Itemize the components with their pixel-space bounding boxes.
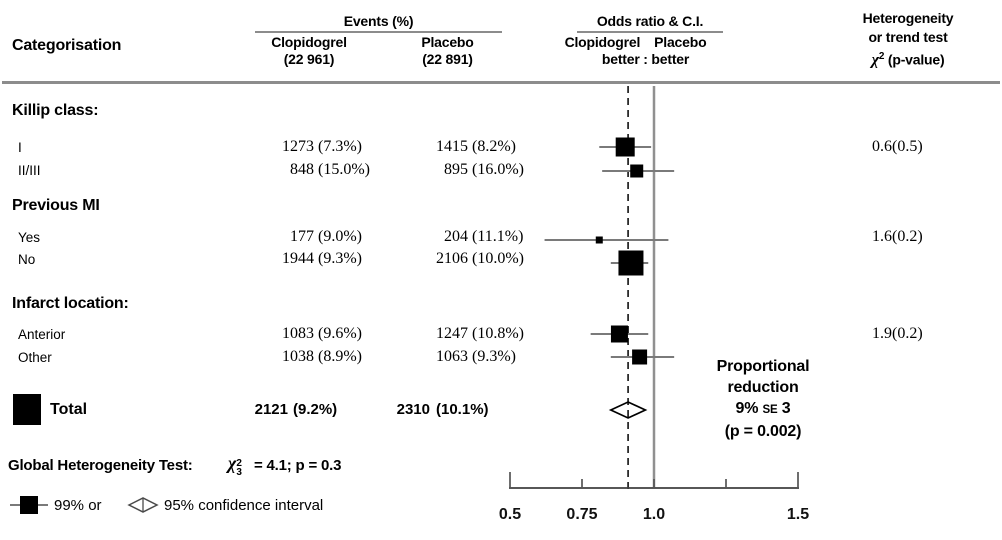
x-axis-tick-label-1.5: 1.5 — [787, 506, 809, 523]
cell-het-test-killip: 0.6(0.5) — [872, 138, 923, 155]
total-placebo-count: 2310 — [396, 401, 430, 418]
total-square-marker-icon — [13, 394, 41, 425]
cell-placebo-pct: (16.0%) — [472, 161, 524, 178]
placebo-label: Placebo — [421, 34, 474, 50]
row-label-prev-mi-yes: Yes — [18, 230, 41, 245]
chi-symbol: χ — [228, 453, 237, 473]
cell-clopidogrel-pct: (7.3%) — [318, 138, 362, 155]
legend-95pct-label: 95% confidence interval — [164, 497, 324, 514]
legend-square-marker-icon — [20, 496, 38, 514]
global-het-test-result: = 4.1; p = 0.3 — [254, 457, 342, 474]
odds-ratio-underline — [577, 31, 723, 33]
total-clopidogrel-count: 2121 — [254, 401, 288, 418]
or-col-placebo: Placebo — [654, 34, 707, 50]
row-label-prev-mi-no: No — [18, 252, 36, 267]
row-label-killip-ii-iii: II/III — [18, 163, 41, 178]
x-axis-tick-label-0.5: 0.5 — [499, 506, 521, 523]
cell-clopidogrel-count: 1944 — [282, 250, 314, 267]
or-square-marker-anterior — [610, 325, 628, 343]
column-header-odds-ratio: Odds ratio & C.I. — [596, 13, 704, 29]
cell-clopidogrel-count: 848 — [290, 161, 314, 178]
cell-placebo-pct: (8.2%) — [472, 138, 516, 155]
cell-placebo-count: 1415 — [436, 138, 468, 155]
het-line3: χ2 (p-value) — [871, 51, 945, 69]
cell-placebo-count: 204 — [444, 228, 468, 245]
section-label-previous-mi: Previous MI — [12, 197, 100, 214]
or-col-clopidogrel: Clopidogrel — [564, 34, 641, 50]
cell-placebo-count: 895 — [444, 161, 468, 178]
column-header-categorisation: Categorisation — [12, 37, 122, 54]
column-header-heterogeneity: Heterogeneity or trend test χ2 (p-value) — [828, 9, 988, 70]
cell-clopidogrel-pct: (8.9%) — [318, 348, 362, 365]
row-label-other: Other — [18, 350, 52, 365]
events-group-underline — [255, 31, 502, 33]
or-square-marker-killip_ii_iii — [630, 164, 644, 178]
clopidogrel-n: (22 961) — [283, 51, 335, 67]
clopidogrel-label: Clopidogrel — [271, 34, 347, 50]
cell-clopidogrel-pct: (15.0%) — [318, 161, 370, 178]
or-square-marker-prev_mi_no — [618, 250, 644, 276]
placebo-n: (22 891) — [422, 51, 473, 67]
cell-placebo-pct: (10.8%) — [472, 325, 524, 342]
cell-het-test-infarct: 1.9(0.2) — [872, 325, 923, 342]
total-clopidogrel-pct: (9.2%) — [293, 401, 338, 418]
cell-clopidogrel-count: 1273 — [282, 138, 314, 155]
column-header-events-group: Events (%) — [343, 13, 414, 29]
cell-clopidogrel-pct: (9.3%) — [318, 250, 362, 267]
x-axis-tick-label-0.75: 0.75 — [566, 506, 597, 523]
row-label-killip-i: I — [18, 140, 22, 155]
cell-placebo-count: 1247 — [436, 325, 468, 342]
total-placebo-pct: (10.1%) — [436, 401, 489, 418]
cell-placebo-pct: (9.3%) — [472, 348, 516, 365]
x-axis-tick-label-1.0: 1.0 — [643, 506, 665, 523]
odds-ratio-column-names: Clopidogrel Placebo — [543, 34, 728, 51]
section-label-infarct-location: Infarct location: — [12, 295, 129, 312]
cell-clopidogrel-count: 1083 — [282, 325, 314, 342]
row-label-anterior: Anterior — [18, 327, 66, 342]
cell-placebo-pct: (11.1%) — [472, 228, 524, 245]
proportional-reduction-annotation: Proportional reduction 9% SE 3 (p = 0.00… — [716, 358, 810, 440]
cell-placebo-count: 2106 — [436, 250, 468, 267]
total-label: Total — [50, 401, 88, 418]
cell-clopidogrel-count: 1038 — [282, 348, 314, 365]
better-better-label: better : better — [601, 51, 690, 67]
column-header-clopidogrel: Clopidogrel (22 961) — [250, 34, 368, 68]
or-square-marker-killip_i — [615, 137, 635, 157]
cell-het-test-prev-mi: 1.6(0.2) — [872, 228, 923, 245]
section-label-killip-class: Killip class: — [12, 102, 99, 119]
cell-placebo-count: 1063 — [436, 348, 468, 365]
total-diamond-marker — [608, 401, 648, 419]
odds-ratio-columns: Clopidogrel Placebo better : better — [543, 34, 728, 68]
or-square-marker-prev_mi_yes — [595, 236, 603, 244]
cell-clopidogrel-pct: (9.6%) — [318, 325, 362, 342]
column-header-placebo: Placebo (22 891) — [390, 34, 505, 68]
or-square-marker-other — [632, 349, 648, 365]
cell-clopidogrel-count: 177 — [290, 228, 314, 245]
legend-diamond-icon — [127, 497, 159, 513]
chi-symbol: χ — [871, 51, 879, 69]
het-line2: or trend test — [868, 29, 948, 45]
cell-placebo-pct: (10.0%) — [472, 250, 524, 267]
het-line1: Heterogeneity — [862, 10, 954, 26]
cell-clopidogrel-pct: (9.0%) — [318, 228, 362, 245]
legend-99pct-label: 99% or — [54, 497, 102, 514]
header-separator-rule — [2, 81, 1000, 84]
global-het-test-label: Global Heterogeneity Test: — [8, 457, 193, 474]
